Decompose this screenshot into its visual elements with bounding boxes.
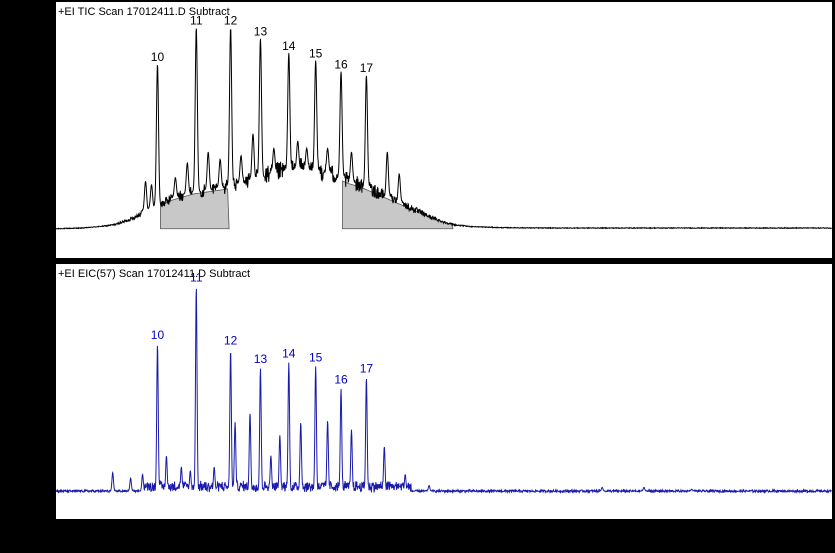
eic-y-tick-label: 0.2 — [36, 449, 50, 460]
tic-peak-label-14: 14 — [282, 39, 296, 53]
x-tick-label: 24 — [540, 527, 552, 538]
x-tick-label: 9 — [95, 527, 101, 538]
eic-y-tick-label: 0.1 — [36, 468, 50, 479]
tic-y-tick-label: 3.5 — [36, 96, 50, 107]
tic-y-tick-label: 2.5 — [36, 133, 50, 144]
x-tick-label: 26 — [600, 527, 612, 538]
tic-y-tick-label: 4.5 — [36, 60, 50, 71]
x-axis-label: Counts vs. Acquisition Time (min) — [370, 540, 518, 551]
x-tick-label: 18 — [361, 527, 373, 538]
x-tick-label: 32 — [779, 527, 791, 538]
tic-y-tick-label: 3 — [44, 115, 50, 126]
eic-y-tick-label: 0.9 — [36, 319, 50, 330]
eic-y-axis: -0.1 0 0.1 0.2 0.3 0.4 0.5 0.6 0.7 0.8 0.9 1 1.1 — [33, 282, 56, 516]
eic-y-tick-label: 0.3 — [36, 431, 50, 442]
eic-peak-label-11: 11 — [190, 270, 203, 284]
eic-y-tick-label: 0.8 — [36, 338, 50, 349]
x-tick-label: 22 — [480, 527, 492, 538]
eic-y-tick-label: -0.1 — [33, 505, 51, 516]
tic-peak-label-10: 10 — [151, 50, 165, 64]
eic-plot-area — [55, 288, 832, 495]
x-tick-label: 11 — [152, 527, 163, 538]
x-tick-label: 25 — [570, 527, 582, 538]
eic-y-tick-label: 1 — [44, 300, 50, 311]
x-tick-label: 17 — [331, 527, 343, 538]
tic-y-tick-label: 5.5 — [36, 23, 50, 34]
x-tick-label: 16 — [301, 527, 313, 538]
x-tick-label: 23 — [510, 527, 522, 538]
x-tick-label: 8 — [65, 527, 71, 538]
eic-y-tick-label: 1.1 — [36, 282, 50, 293]
eic-peak-label-12: 12 — [224, 334, 238, 348]
x-tick-label: 19 — [391, 527, 403, 538]
x-tick-label: 33 — [809, 527, 821, 538]
tic-y-tick-label: 5 — [44, 41, 50, 52]
eic-peak-label-17: 17 — [360, 362, 374, 376]
tic-series-line — [55, 28, 832, 230]
x-tick-label: 31 — [749, 527, 761, 538]
tic-y-tick-label: 0 — [44, 224, 50, 235]
eic-series-line — [55, 288, 832, 495]
tic-y-axis: -0.5 0 0.5 1 1.5 2 2.5 3 3.5 4 4.5 5 5.5 6 — [33, 5, 56, 254]
tic-panel-title: +EI TIC Scan 17012411.D Subtract — [58, 6, 230, 18]
x-axis: 8 9 10 11 12 13 14 15 16 17 18 19 20 21 22 23 24 25 26 27 28… — [65, 519, 820, 538]
x-tick-label: 12 — [182, 527, 194, 538]
tic-y-tick-label: 6 — [44, 5, 50, 16]
eic-y-tick-label: 0.5 — [36, 394, 50, 405]
x-tick-label: 27 — [629, 527, 641, 538]
eic-y-tick-label: 0.4 — [36, 412, 50, 423]
eic-panel-background[interactable] — [56, 264, 832, 519]
eic-y-tick-label: 0 — [44, 487, 50, 498]
tic-y-tick-label: -0.5 — [33, 243, 51, 254]
eic-exponent-label: x10 — [4, 270, 21, 281]
eic-y-tick-label: 0.7 — [36, 356, 50, 367]
eic-peak-label-10: 10 — [151, 328, 165, 342]
eic-peak-label-14: 14 — [282, 347, 296, 361]
tic-y-tick-label: 0.5 — [36, 206, 50, 217]
x-tick-label: 21 — [450, 527, 462, 538]
x-tick-label: 15 — [271, 527, 283, 538]
tic-y-tick-label: 2 — [44, 151, 50, 162]
eic-panel-title: +EI EIC(57) Scan 17012411.D Subtract — [58, 268, 250, 280]
tic-peak-label-12: 12 — [224, 14, 238, 28]
tic-shaded-region — [160, 188, 230, 230]
tic-peak-label-16: 16 — [334, 57, 348, 71]
x-tick-label: 10 — [122, 527, 134, 538]
eic-peak-label-15: 15 — [309, 350, 323, 364]
eic-peak-labels: 10 11 12 13 14 15 16 17 — [151, 270, 374, 386]
eic-peak-label-16: 16 — [334, 373, 348, 387]
tic-y-tick-label: 1.5 — [36, 169, 50, 180]
eic-peak-label-13: 13 — [254, 352, 268, 366]
tic-peak-label-13: 13 — [254, 25, 268, 39]
eic-y-tick-label: 0.6 — [36, 375, 50, 386]
x-tick-label: 13 — [212, 527, 224, 538]
x-tick-label: 28 — [659, 527, 671, 538]
x-tick-label: 30 — [719, 527, 731, 538]
x-tick-label: 20 — [421, 527, 433, 538]
x-tick-label: 14 — [241, 527, 253, 538]
tic-peak-label-17: 17 — [360, 61, 374, 75]
tic-exponent-label: x10 — [4, 8, 21, 19]
tic-peak-label-15: 15 — [309, 47, 323, 61]
x-tick-label: 29 — [689, 527, 701, 538]
tic-y-tick-label: 1 — [44, 188, 50, 199]
tic-peak-labels: 10 11 12 13 14 15 16 17 — [151, 14, 374, 88]
tic-y-tick-label: 4 — [44, 78, 50, 89]
tic-plot-area — [55, 28, 832, 230]
tic-peak-label-11: 11 — [190, 14, 203, 28]
